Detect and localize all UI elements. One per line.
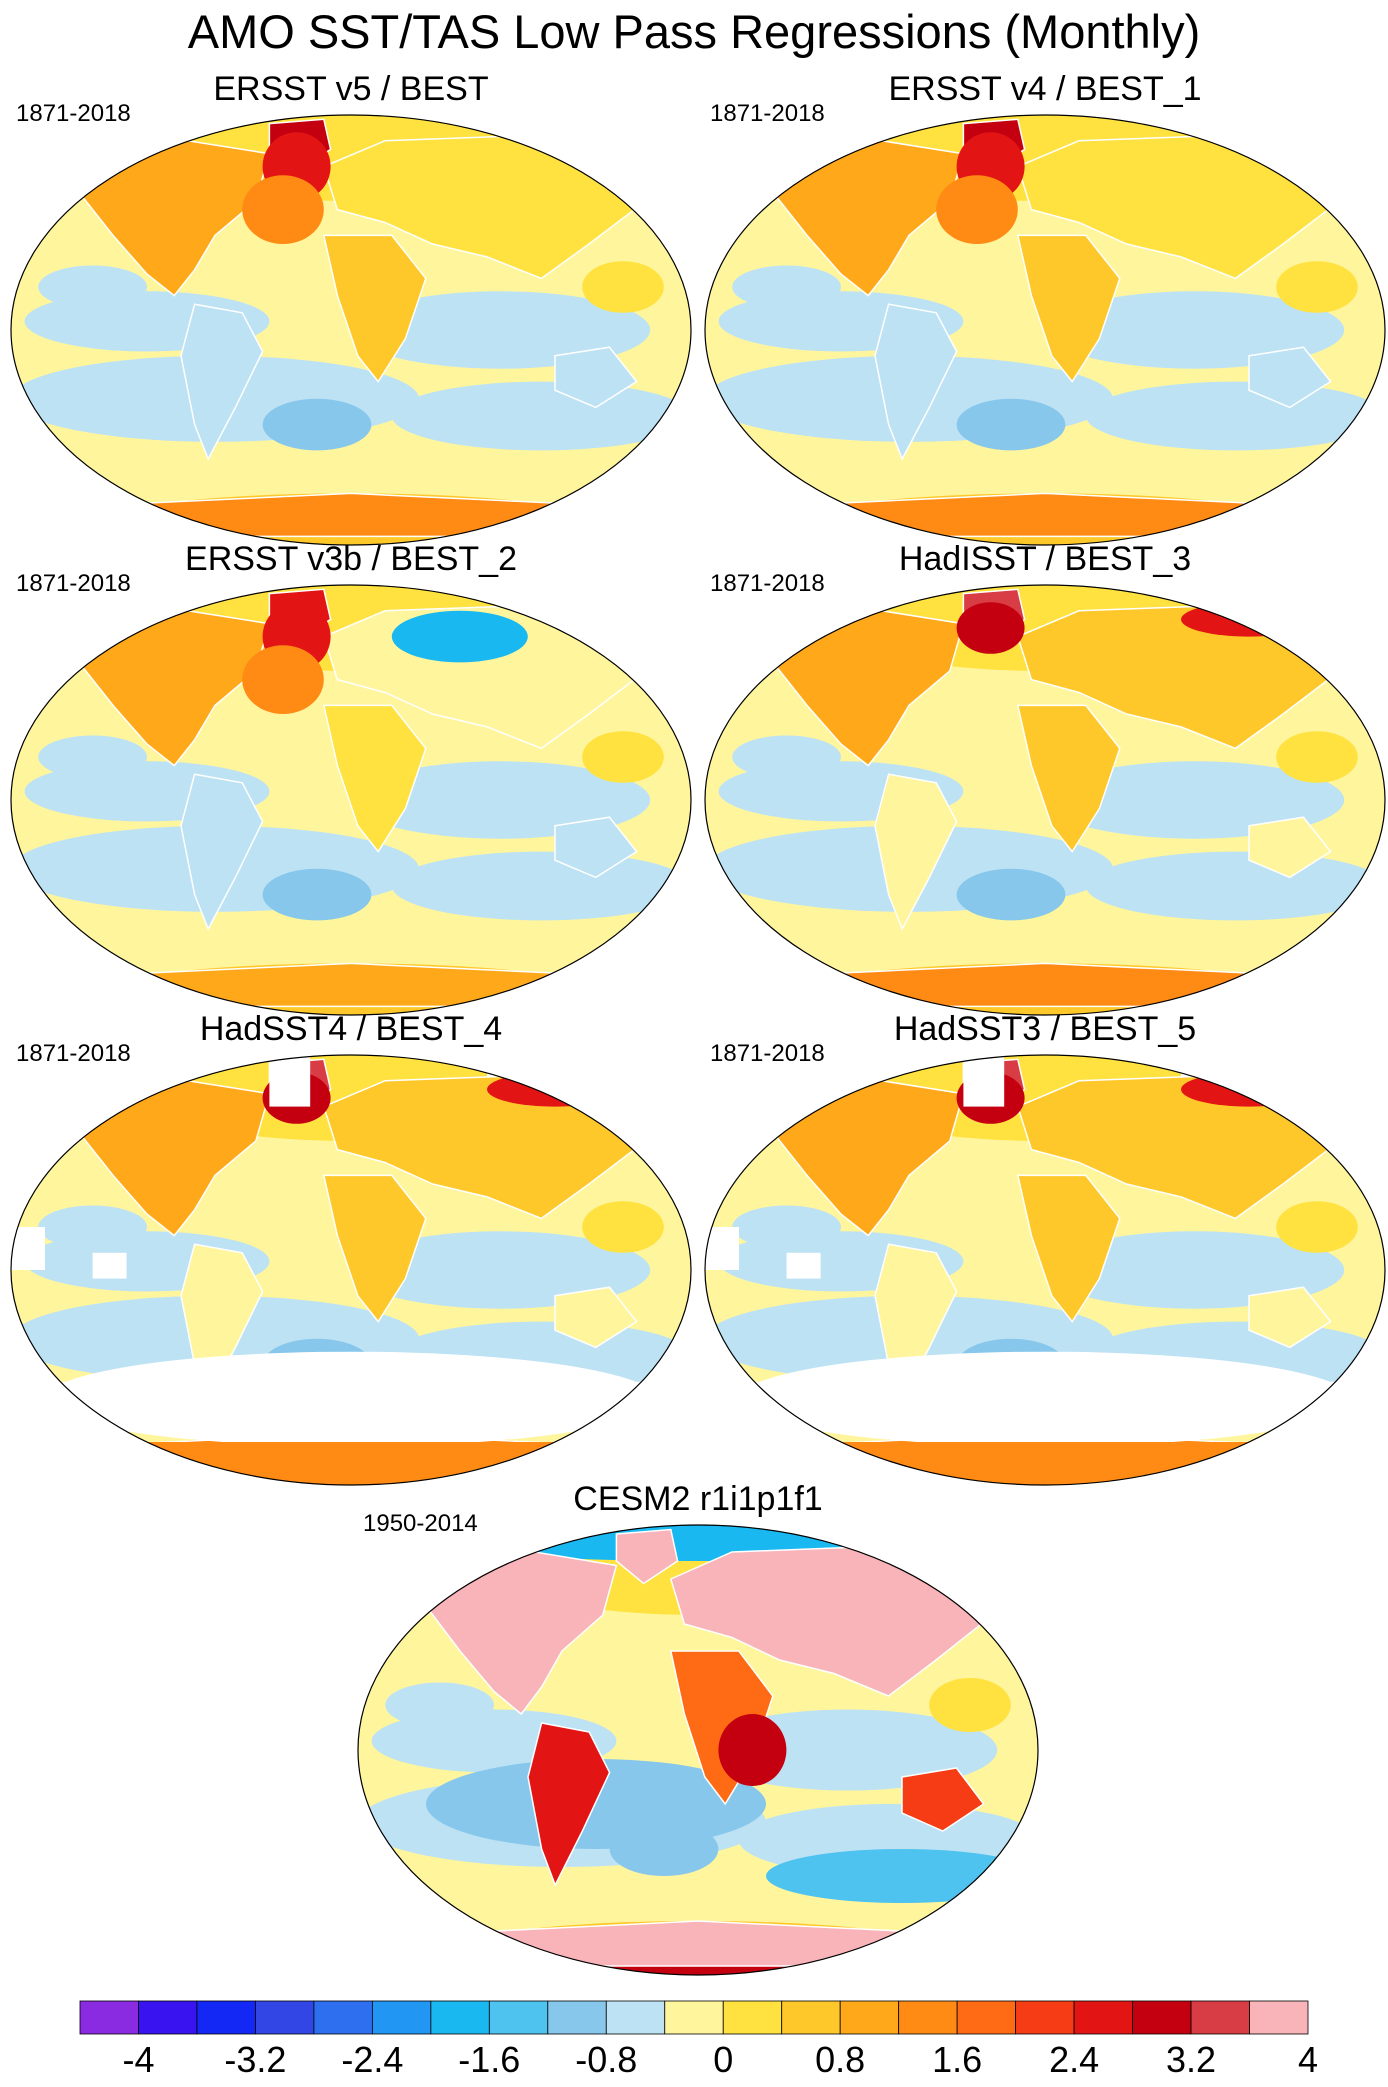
colorbar-swatch bbox=[1015, 2000, 1075, 2035]
colorbar-swatch bbox=[898, 2000, 958, 2035]
colorbar-swatch bbox=[839, 2000, 900, 2035]
colorbar-label: 4 bbox=[1298, 2039, 1318, 2080]
panel-period: 1871-2018 bbox=[16, 100, 131, 127]
colorbar-label: 1.6 bbox=[932, 2039, 982, 2080]
panel-ersst-v4: ERSST v4 / BEST_1 1871-2018 bbox=[700, 70, 1388, 550]
panel-title: CESM2 r1i1p1f1 bbox=[573, 1480, 823, 1518]
panel-hadisst: HadISST / BEST_3 1871-2018 bbox=[700, 540, 1388, 1020]
panel-ersst-v3b: ERSST v3b / BEST_2 1871-2018 bbox=[6, 540, 696, 1020]
panel-title: HadISST / BEST_3 bbox=[898, 540, 1192, 578]
panel-period: 1871-2018 bbox=[16, 570, 131, 597]
panel-hadsst4: HadSST4 / BEST_4 1871-2018 bbox=[6, 1010, 696, 1490]
colorbar-label: 3.2 bbox=[1166, 2039, 1216, 2080]
colorbar-swatch bbox=[1249, 2000, 1309, 2035]
colorbar-swatch bbox=[722, 2000, 783, 2035]
main-title: AMO SST/TAS Low Pass Regressions (Monthl… bbox=[187, 5, 1201, 58]
panel-title: ERSST v3b / BEST_2 bbox=[185, 540, 517, 578]
colorbar-swatch bbox=[255, 2000, 315, 2035]
world-map bbox=[704, 114, 1386, 546]
panel-period: 1871-2018 bbox=[710, 100, 825, 127]
colorbar-label: 0 bbox=[713, 2039, 733, 2080]
panel-period: 1950-2014 bbox=[363, 1510, 478, 1537]
colorbar-swatch bbox=[605, 2000, 666, 2035]
colorbar-swatch bbox=[79, 2000, 139, 2035]
colorbar-swatch bbox=[138, 2000, 198, 2035]
colorbar-swatch bbox=[1132, 2000, 1192, 2035]
world-map bbox=[704, 1054, 1386, 1486]
world-map bbox=[357, 1524, 1039, 1976]
panel-period: 1871-2018 bbox=[16, 1040, 131, 1067]
world-map bbox=[10, 584, 692, 1016]
panel-ersst-v5: ERSST v5 / BEST 1871-2018 bbox=[6, 70, 696, 550]
panel-title: HadSST3 / BEST_5 bbox=[893, 1010, 1197, 1048]
colorbar-label: -4 bbox=[122, 2039, 154, 2080]
colorbar-label: -0.8 bbox=[575, 2039, 637, 2080]
world-map bbox=[10, 1054, 692, 1486]
colorbar-swatch bbox=[1073, 2000, 1133, 2035]
colorbar-swatch bbox=[488, 2000, 549, 2035]
colorbar-label: 2.4 bbox=[1049, 2039, 1099, 2080]
world-map bbox=[704, 584, 1386, 1016]
colorbar-label: -1.6 bbox=[458, 2039, 520, 2080]
colorbar-label: -2.4 bbox=[341, 2039, 403, 2080]
colorbar-label: 0.8 bbox=[815, 2039, 865, 2080]
colorbar-swatch bbox=[371, 2000, 432, 2035]
panel-title: ERSST v5 / BEST bbox=[213, 70, 489, 108]
panel-title: HadSST4 / BEST_4 bbox=[199, 1010, 503, 1048]
colorbar-swatch bbox=[196, 2000, 256, 2035]
colorbar-label: -3.2 bbox=[224, 2039, 286, 2080]
panel-hadsst3: HadSST3 / BEST_5 1871-2018 bbox=[700, 1010, 1388, 1490]
panel-cesm2: CESM2 r1i1p1f1 1950-2014 bbox=[353, 1480, 1043, 1990]
colorbar-swatch bbox=[430, 2000, 490, 2035]
colorbar-swatch bbox=[1190, 2000, 1250, 2035]
colorbar-swatch bbox=[313, 2000, 373, 2035]
panel-period: 1871-2018 bbox=[710, 1040, 825, 1067]
panel-title: ERSST v4 / BEST_1 bbox=[888, 70, 1202, 108]
colorbar-swatch bbox=[664, 2000, 724, 2035]
world-map bbox=[10, 114, 692, 546]
colorbar-swatch bbox=[956, 2000, 1017, 2035]
colorbar-swatch bbox=[781, 2000, 841, 2035]
colorbar-swatch bbox=[547, 2000, 607, 2035]
panel-period: 1871-2018 bbox=[710, 570, 825, 597]
